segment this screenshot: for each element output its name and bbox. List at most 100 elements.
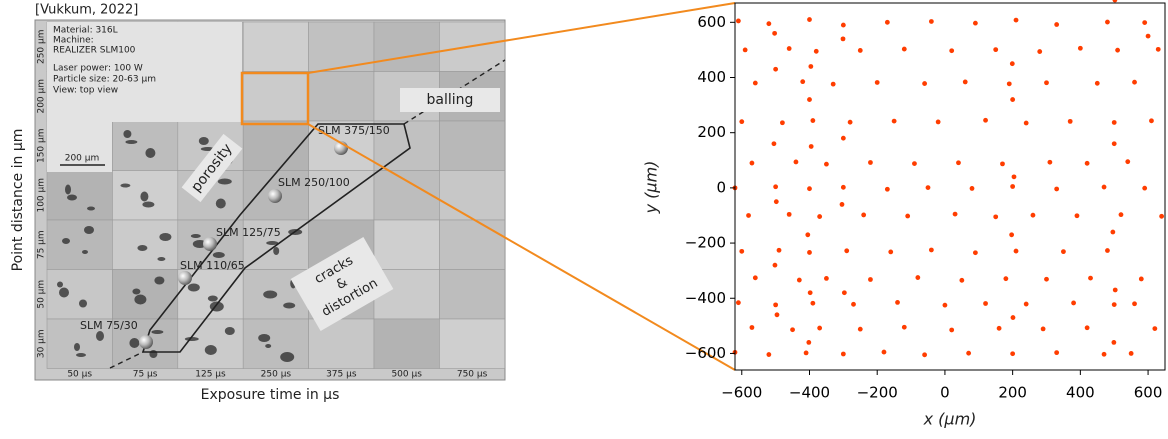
- pore: [96, 331, 104, 341]
- point: [1013, 248, 1019, 254]
- micrograph-cells: [46, 21, 506, 369]
- point: [959, 277, 965, 283]
- process-points: SLM 375/150 SLM 250/100 SLM 125/75 SLM 1…: [80, 124, 390, 349]
- pore: [159, 233, 172, 241]
- micrograph-cell: [112, 219, 179, 270]
- point: [1094, 80, 1100, 86]
- point: [895, 299, 900, 305]
- y-axis-label: Point distance in µm: [10, 129, 26, 272]
- point: [996, 325, 1002, 331]
- column-label: 50 µs: [67, 370, 92, 380]
- point: [1074, 213, 1080, 219]
- point: [1111, 340, 1117, 345]
- row-labels: 250 µm 200 µm 150 µm 100 µm 75 µm 50 µm 30 µm: [37, 29, 47, 358]
- point: [861, 212, 867, 218]
- point: [840, 135, 846, 141]
- point: [1077, 45, 1083, 51]
- cracks-box: [290, 237, 394, 331]
- y-tick-label: −200: [685, 234, 726, 252]
- point: [1142, 185, 1148, 191]
- point: [1010, 351, 1016, 357]
- point: [983, 301, 988, 306]
- point: [817, 214, 823, 219]
- point: [952, 211, 958, 217]
- micrograph-cell: [46, 170, 113, 221]
- pore: [84, 226, 94, 234]
- point: [1159, 213, 1165, 219]
- micrograph-cell: [112, 120, 179, 171]
- boundary-line: [109, 351, 144, 369]
- point: [773, 302, 779, 308]
- point: [840, 22, 846, 28]
- info-box: [47, 22, 242, 122]
- sphere: [268, 189, 282, 203]
- point: [1071, 300, 1076, 306]
- point: [800, 79, 806, 85]
- point: [888, 249, 894, 255]
- point: [1009, 232, 1015, 238]
- point: [847, 119, 853, 125]
- micrograph-cell: [46, 269, 113, 320]
- pore: [273, 247, 280, 255]
- row-label: 50 µm: [37, 280, 47, 309]
- pore: [204, 345, 217, 355]
- micrograph-cell: [373, 21, 440, 72]
- pore: [157, 257, 166, 261]
- info-line: Material: 316L: [53, 26, 118, 36]
- micrograph-cell: [439, 120, 506, 171]
- point: [901, 46, 907, 52]
- point: [925, 185, 931, 191]
- point: [922, 352, 928, 358]
- point: [1118, 212, 1124, 218]
- sphere: [178, 271, 192, 285]
- point: [1003, 276, 1009, 282]
- point: [807, 250, 812, 255]
- point: [1149, 118, 1154, 124]
- point: [1054, 22, 1060, 27]
- micrograph-cell: [373, 318, 440, 369]
- pore: [132, 288, 141, 295]
- balling-box: [400, 88, 500, 112]
- pore: [59, 287, 69, 298]
- pore: [212, 252, 225, 258]
- micrograph-cell: [373, 170, 440, 221]
- point: [1010, 315, 1016, 320]
- point: [735, 18, 741, 24]
- point: [1084, 160, 1090, 166]
- pore: [280, 352, 295, 362]
- point: [969, 186, 975, 191]
- point: [810, 300, 816, 306]
- point: [901, 324, 907, 330]
- point: [915, 275, 921, 280]
- point: [807, 17, 812, 22]
- point: [928, 19, 934, 24]
- pore: [207, 295, 218, 302]
- point: [1145, 33, 1151, 39]
- point: [851, 301, 856, 307]
- point: [1023, 120, 1029, 126]
- boundary-line: [403, 59, 506, 125]
- point: [742, 47, 748, 53]
- point: [1037, 49, 1043, 54]
- micrograph-cell: [439, 219, 506, 270]
- point: [1142, 20, 1148, 25]
- point: [1111, 120, 1117, 125]
- point-label: SLM 110/65: [180, 259, 245, 272]
- pore: [57, 281, 63, 288]
- point: [1111, 141, 1117, 147]
- point: [1044, 276, 1049, 282]
- point: [773, 66, 779, 72]
- column-label: 500 µs: [391, 370, 422, 380]
- point: [1009, 61, 1015, 67]
- point: [771, 141, 777, 147]
- point: [806, 340, 812, 345]
- point: [735, 300, 741, 306]
- column-label: 750 µs: [457, 370, 488, 380]
- pore: [125, 140, 138, 144]
- micrograph-cell: [46, 318, 113, 369]
- point: [1132, 79, 1137, 85]
- point: [1110, 229, 1116, 235]
- pore: [140, 191, 149, 202]
